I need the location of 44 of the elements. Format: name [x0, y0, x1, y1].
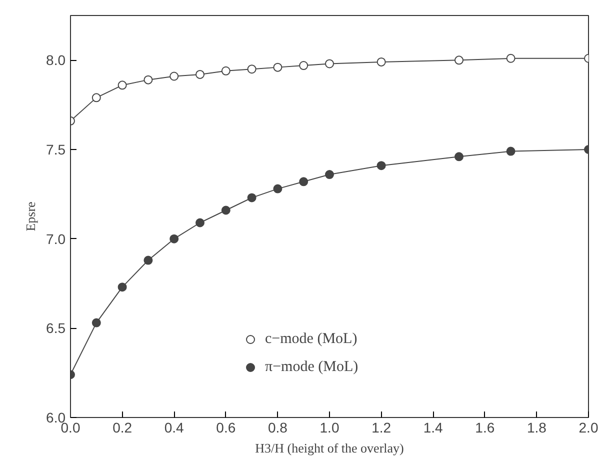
- point: [454, 56, 464, 65]
- point: [273, 184, 282, 194]
- x-tick-label: 1.4: [423, 420, 444, 436]
- y-tick-label: 7.0: [46, 230, 66, 247]
- y-tick-label: 7.5: [46, 142, 66, 158]
- point: [273, 62, 282, 72]
- point: [196, 218, 204, 228]
- point: [247, 193, 256, 202]
- point: [144, 256, 153, 265]
- legend-label: c−mode (MoL): [265, 330, 358, 348]
- point: [196, 70, 204, 79]
- point: [221, 206, 230, 215]
- point: [299, 61, 308, 70]
- y-tick-label: 6.5: [46, 320, 66, 336]
- legend-label: π−mode (MoL): [265, 358, 358, 376]
- point: [170, 72, 179, 81]
- x-tick-label: 0.8: [268, 420, 288, 436]
- point: [92, 93, 101, 102]
- x-tick-label: 1.6: [475, 420, 495, 436]
- point: [376, 57, 386, 66]
- x-tick-label: 1.0: [320, 420, 340, 436]
- y-tick-label: 8.0: [46, 52, 66, 68]
- point: [170, 234, 179, 244]
- x-tick-label: 0.6: [216, 420, 236, 436]
- point: [376, 161, 386, 170]
- x-axis-title: H3/H (height of the overlay): [255, 440, 404, 456]
- point: [325, 170, 334, 180]
- point: [506, 54, 516, 63]
- point: [299, 177, 308, 186]
- x-tick-label: 2.0: [578, 420, 598, 436]
- x-tick-label: 0.2: [112, 420, 132, 436]
- y-axis-title: Epsre: [23, 201, 38, 232]
- point: [325, 59, 334, 68]
- point: [118, 282, 127, 292]
- point: [454, 152, 464, 162]
- point: [221, 66, 230, 76]
- point: [506, 146, 516, 156]
- point: [92, 318, 101, 328]
- point: [118, 80, 127, 90]
- x-tick-label: 0.4: [164, 420, 184, 436]
- point: [144, 75, 153, 84]
- x-tick-label: 1.8: [526, 420, 547, 436]
- point: [247, 64, 256, 74]
- x-tick-label: 1.2: [372, 420, 392, 436]
